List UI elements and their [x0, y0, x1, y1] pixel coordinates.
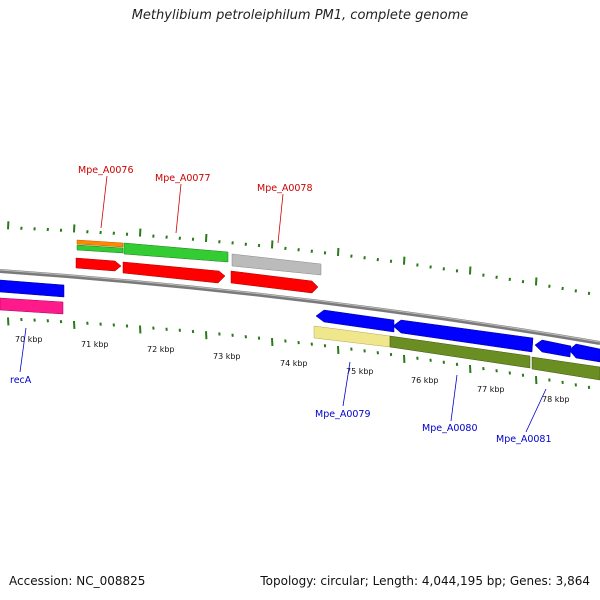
kbp-label-74: 74 kbp	[280, 359, 308, 368]
kbp-scale: 70 kbp 71 kbp 72 kbp 73 kbp 74 kbp 75 kb…	[15, 335, 570, 404]
kbp-label-70: 70 kbp	[15, 335, 43, 344]
cds-blue-feature-4[interactable]	[534, 339, 572, 358]
cds-green-feature-small[interactable]	[76, 244, 124, 254]
genome-backbone	[0, 269, 600, 345]
cds-blue-feature-recA[interactable]	[0, 279, 65, 298]
cds-gray-feature[interactable]	[231, 253, 322, 276]
gene-label-mpe-a0078[interactable]: Mpe_A0078	[257, 183, 313, 194]
reverse-gene-labels: recA Mpe_A0079 Mpe_A0080 Mpe_A0081	[10, 327, 552, 445]
reverse-cds-track	[0, 279, 600, 381]
cds-olive-feature-1[interactable]	[389, 335, 531, 369]
leader-line-reca	[19, 327, 27, 373]
gene-label-mpe-a0076[interactable]: Mpe_A0076	[78, 165, 134, 176]
cds-red-feature-3[interactable]	[230, 270, 319, 294]
summary-text: Topology: circular; Length: 4,044,195 bp…	[260, 574, 590, 588]
inner-tick-ring	[7, 317, 591, 390]
cds-red-feature-2[interactable]	[122, 261, 226, 284]
forward-gene-labels: Mpe_A0076 Mpe_A0077 Mpe_A0078	[78, 165, 313, 244]
leader-line-mpe-a0076	[100, 175, 108, 229]
accession-text: Accession: NC_008825	[9, 574, 146, 588]
outer-tick-ring	[7, 221, 591, 296]
kbp-label-78: 78 kbp	[542, 395, 570, 404]
gene-label-mpe-a0079[interactable]: Mpe_A0079	[315, 409, 371, 420]
cds-green-feature[interactable]	[123, 242, 229, 263]
forward-cds-track	[75, 239, 322, 294]
genome-backbone-highlight	[0, 269, 600, 343]
kbp-label-71: 71 kbp	[81, 340, 109, 349]
gene-label-mpe-a0080[interactable]: Mpe_A0080	[422, 423, 478, 434]
leader-line-mpe-a0077	[175, 183, 182, 234]
cds-pink-feature[interactable]	[0, 297, 64, 315]
leader-line-mpe-a0081	[525, 388, 547, 433]
leader-line-mpe-a0079	[342, 361, 351, 407]
cds-blue-feature-3[interactable]	[392, 319, 534, 353]
map-title: Methylibium petroleiphilum PM1, complete…	[131, 8, 469, 23]
leader-line-mpe-a0078	[277, 193, 284, 244]
kbp-label-72: 72 kbp	[147, 345, 175, 354]
gene-label-mpe-a0081[interactable]: Mpe_A0081	[496, 434, 552, 445]
gene-label-reca[interactable]: recA	[10, 375, 32, 386]
cds-red-feature-1[interactable]	[75, 257, 122, 272]
kbp-label-75: 75 kbp	[346, 367, 374, 376]
cds-orange-feature[interactable]	[76, 239, 124, 248]
cds-olive-feature-2[interactable]	[531, 356, 600, 381]
kbp-label-76: 76 kbp	[411, 376, 439, 385]
kbp-label-77: 77 kbp	[477, 385, 505, 394]
leader-line-mpe-a0080	[450, 374, 458, 422]
cds-blue-feature-5[interactable]	[568, 343, 600, 363]
gene-label-mpe-a0077[interactable]: Mpe_A0077	[155, 173, 211, 184]
kbp-label-73: 73 kbp	[213, 352, 241, 361]
